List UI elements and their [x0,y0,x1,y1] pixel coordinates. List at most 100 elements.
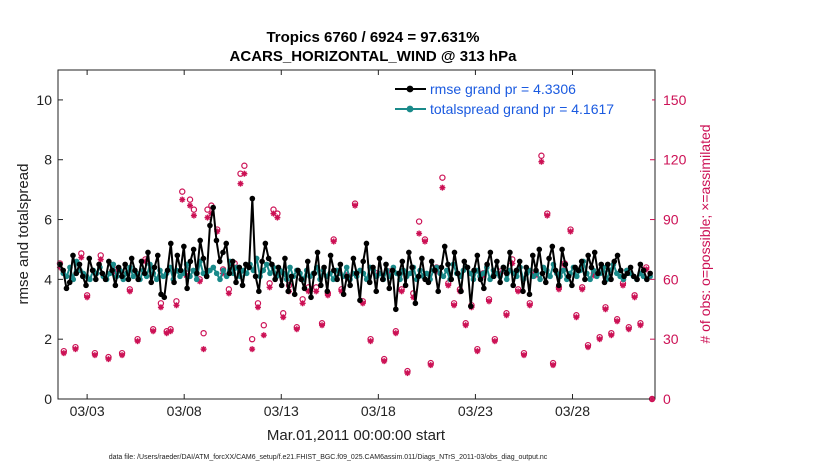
rmse-point [210,204,216,211]
spread-point [210,264,217,271]
rmse-point [259,258,265,265]
rmse-point [275,264,282,271]
rmse-point [454,270,461,277]
y-right-tick-label: 30 [663,331,679,347]
obs-possible-marker [186,196,194,203]
rmse-point [321,264,327,271]
spread-point [220,267,227,274]
rmse-point [458,288,464,295]
obs-assimilated-marker [280,314,287,321]
rmse-point [402,282,409,289]
rmse-point [448,276,455,283]
rmse-point [79,273,86,280]
rmse-point [226,270,233,277]
obs-assimilated-stroke [521,352,527,358]
obs-assimilated-marker [462,322,469,329]
obs-assimilated-stroke [313,288,319,294]
spread-point [587,276,593,283]
spread-point [560,267,567,274]
legend-spread-label: totalspread grand pr = 4.1617 [430,101,614,117]
obs-assimilated-marker [451,302,458,309]
rmse-point [220,249,226,256]
rmse-point [614,252,621,259]
obs-assimilated-stroke [515,288,521,294]
obs-assimilated-stroke [179,197,185,203]
obs-assimilated-marker [249,346,256,353]
chart-title-line1: Tropics 6760 / 6924 = 97.631% [266,29,479,46]
rmse-point [76,261,83,268]
obs-assimilated-stroke [61,350,67,356]
spread-point [537,276,543,283]
rmse-point [608,276,614,283]
obs-assimilated-stroke [602,306,609,312]
obs-possible-marker [190,206,198,213]
rmse-point [471,267,477,274]
obs-assimilated-stroke [360,300,366,306]
rmse-point [412,300,419,307]
obs-assimilated-stroke [300,300,306,306]
rmse-point [60,267,66,274]
rmse-point [125,276,132,283]
obs-assimilated-marker [550,362,557,369]
rmse-point [256,288,262,295]
rmse-point [494,258,500,265]
obs-assimilated-stroke [249,346,255,352]
obs-assimilated-marker [352,202,359,209]
obs-assimilated-marker [126,288,133,295]
rmse-point [216,258,223,265]
obs-assimilated-stroke [597,336,603,342]
rmse-point [119,273,125,280]
obs-assimilated-marker [427,362,434,369]
obs-assimilated-marker [538,158,545,165]
obs-assimilated-stroke [352,202,358,209]
obs-assimilated-marker [266,284,273,291]
obs-assimilated-marker [260,332,267,339]
obs-assimilated-stroke [404,370,411,376]
x-tick-label: 03/13 [264,403,299,419]
data-file-caption: data file: /Users/raeder/DAI/ATM_forcXX/… [109,454,548,461]
rmse-point [425,279,432,286]
x-tick-label: 03/23 [458,403,493,419]
rmse-point [565,273,572,280]
rmse-point [288,273,295,280]
obs-assimilated-stroke [331,238,337,245]
spread-point [440,273,447,280]
obs-assimilated-stroke [579,286,585,292]
rmse-point [223,240,230,247]
rmse-point [89,267,96,274]
rmse-point [520,288,526,295]
rmse-point [63,285,70,292]
rmse-point [432,267,438,274]
rmse-point [324,288,331,295]
obs-assimilated-marker [134,338,141,345]
rmse-point [438,264,445,271]
rmse-point [252,273,259,280]
obs-assimilated-stroke [98,256,104,263]
spread-point [503,276,510,283]
obs-assimilated-marker [585,344,592,351]
rmse-point [334,276,340,283]
y-right-tick-label: 0 [663,391,671,407]
rmse-point [507,249,513,256]
spread-point [87,276,93,283]
rmse-point [383,261,389,268]
obs-assimilated-marker [270,210,277,217]
obs-assimilated-marker [225,290,232,297]
obs-assimilated-stroke [294,326,300,332]
rmse-point [177,267,184,274]
obs-assimilated-marker [179,196,186,203]
obs-assimilated-marker [608,332,615,339]
rmse-point [115,264,122,271]
obs-assimilated-marker [105,356,112,363]
rmse-point [533,267,539,274]
obs-assimilated-marker [398,288,405,295]
rmse-point [151,264,158,271]
rmse-point [474,252,481,259]
rmse-point [409,264,415,271]
obs-assimilated-marker [119,352,126,359]
rmse-point [350,255,357,262]
rmse-point [112,282,119,289]
rmse-point [145,249,151,256]
rmse-point [272,276,278,283]
